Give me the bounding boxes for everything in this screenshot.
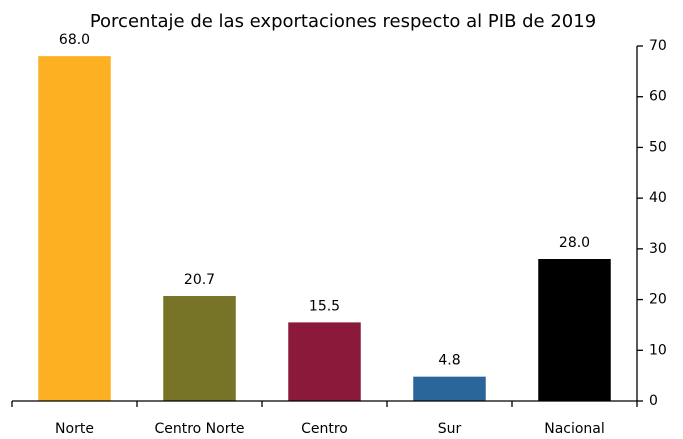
bar	[288, 322, 361, 401]
bar	[538, 259, 611, 401]
bar	[413, 376, 486, 401]
y-tick-label: 70	[649, 38, 667, 54]
value-label: 4.8	[438, 353, 460, 369]
value-label: 15.5	[309, 298, 340, 314]
y-tick-label: 0	[649, 393, 658, 409]
x-tick-label: Centro Norte	[154, 421, 244, 435]
y-tick-label: 60	[649, 89, 667, 105]
x-tick-label: Centro	[301, 421, 348, 435]
y-tick-label: 10	[649, 342, 667, 358]
value-label: 28.0	[559, 235, 590, 251]
value-label: 20.7	[184, 272, 215, 288]
x-tick-label: Sur	[438, 421, 462, 435]
y-tick-label: 50	[649, 139, 667, 155]
value-label: 68.0	[59, 32, 90, 48]
y-tick-label: 40	[649, 190, 667, 206]
x-tick-label: Nacional	[544, 421, 605, 435]
x-tick-label: Norte	[55, 421, 94, 435]
y-tick-label: 20	[649, 292, 667, 308]
bar	[163, 296, 236, 401]
chart-title: Porcentaje de las exportaciones respecto…	[90, 11, 596, 32]
y-tick-label: 30	[649, 241, 667, 257]
bar	[38, 56, 111, 402]
